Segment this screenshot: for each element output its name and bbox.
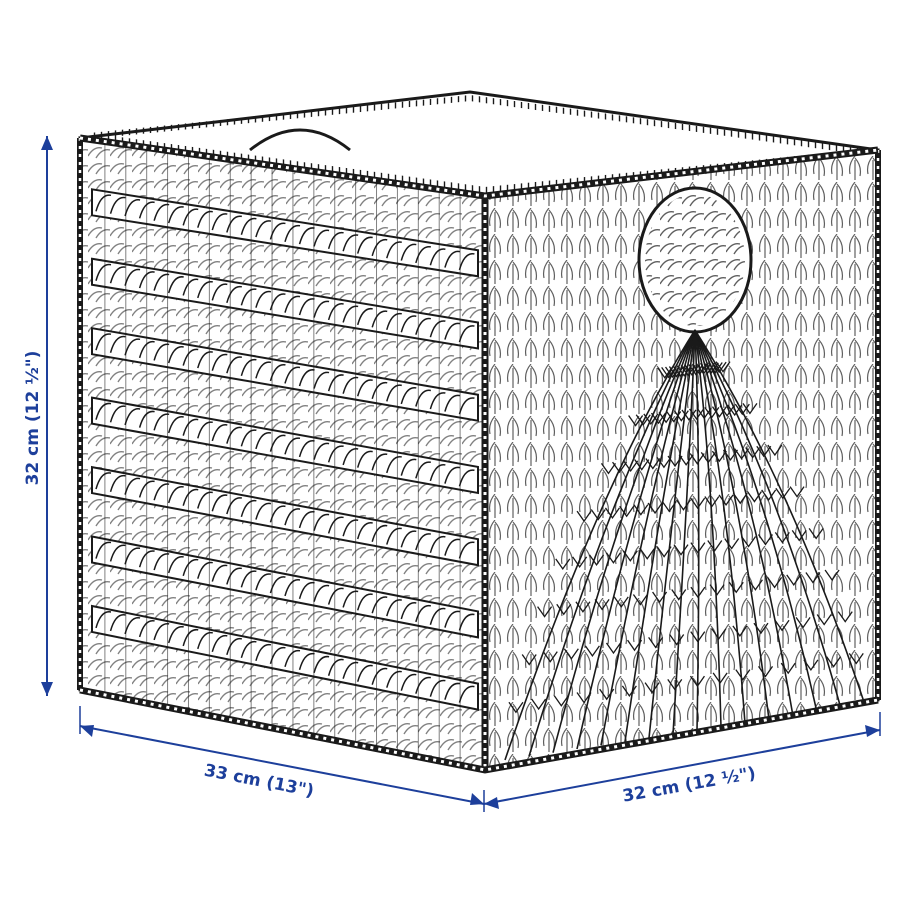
width-arrow-left: [80, 725, 94, 737]
woven-basket-illustration: [77, 90, 881, 774]
width-label: 33 cm (13"): [202, 761, 315, 802]
height-dimension: 32 cm (12 ½"): [23, 136, 53, 696]
width-arrow-right: [470, 793, 484, 805]
depth-arrow-left: [484, 797, 499, 809]
basket-back-handle: [249, 128, 351, 152]
depth-dimension-line: [483, 729, 881, 805]
basket-side-face: [483, 148, 880, 772]
depth-label: 32 cm (12 ½"): [621, 764, 757, 807]
depth-arrow-right: [865, 725, 880, 737]
height-arrow-top: [41, 136, 53, 150]
side-fan-strands: [504, 329, 866, 761]
height-label: 32 cm (12 ½"): [23, 351, 43, 486]
basket-front-face: [78, 136, 487, 772]
height-arrow-bottom: [41, 682, 53, 696]
front-weave-lines: [104, 143, 461, 764]
width-dimension-line: [79, 725, 485, 805]
